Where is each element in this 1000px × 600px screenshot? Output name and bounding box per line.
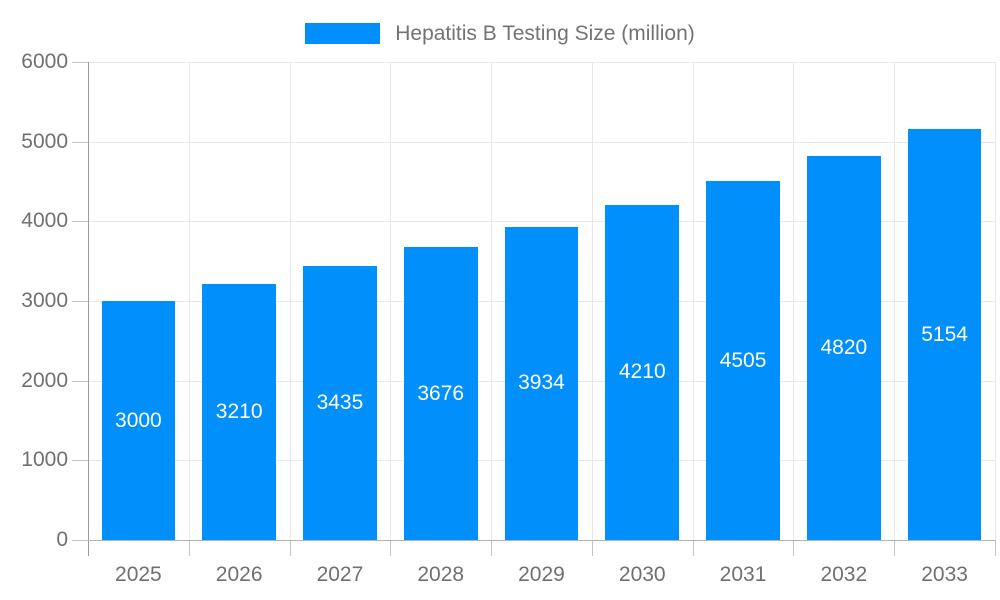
gridline-horizontal: [88, 62, 995, 63]
bar-2033[interactable]: [907, 129, 982, 540]
bar-2028[interactable]: [403, 247, 478, 540]
x-axis-tick: [289, 540, 291, 556]
x-axis-label: 2031: [719, 563, 767, 586]
y-axis-tick: [72, 540, 88, 541]
gridline-vertical: [591, 62, 593, 540]
bar-value-label: 3435: [316, 391, 364, 415]
x-axis-label: 2030: [618, 563, 666, 586]
legend-label: Hepatitis B Testing Size (million): [395, 21, 695, 45]
y-axis-tick: [72, 460, 88, 462]
x-axis-tick: [995, 540, 996, 556]
bar-value-label: 3676: [417, 381, 465, 405]
y-axis-tick: [72, 141, 88, 143]
bar-value-label: 4505: [719, 348, 767, 372]
x-axis-tick: [491, 540, 493, 556]
y-axis-label: 1000: [21, 448, 68, 472]
x-axis-line: [88, 540, 995, 541]
bar-2032[interactable]: [807, 156, 881, 540]
bar-2031[interactable]: [706, 181, 780, 540]
gridline-vertical: [793, 62, 795, 540]
gridline-vertical: [894, 62, 896, 540]
gridline-vertical: [491, 62, 493, 540]
y-axis-tick: [72, 380, 88, 382]
x-axis-tick: [692, 540, 694, 556]
x-axis-tick: [390, 540, 392, 556]
y-axis-tick: [72, 221, 88, 223]
x-axis-label: 2025: [115, 563, 162, 586]
x-axis-label: 2033: [921, 563, 968, 586]
bar-2029[interactable]: [504, 226, 579, 540]
x-axis-tick: [591, 540, 593, 556]
bar-value-label: 3000: [115, 408, 162, 432]
bar-value-label: 3210: [215, 400, 263, 424]
bar-2027[interactable]: [303, 266, 377, 540]
gridline-vertical: [188, 62, 190, 540]
bar-value-label: 3934: [518, 371, 565, 395]
gridline-vertical: [995, 62, 996, 540]
bar-2026[interactable]: [202, 284, 276, 540]
bar-2030[interactable]: [605, 204, 680, 540]
y-axis-line: [88, 62, 89, 556]
bar-value-label: 4210: [618, 360, 666, 384]
x-axis-label: 2029: [518, 563, 565, 586]
y-axis-label: 2000: [21, 368, 68, 392]
legend-item[interactable]: Hepatitis B Testing Size (million): [305, 21, 695, 45]
y-axis-label: 4000: [21, 209, 68, 233]
x-axis-label: 2028: [417, 563, 465, 586]
gridline-vertical: [390, 62, 392, 540]
y-axis-label: 6000: [21, 50, 68, 73]
bar-value-label: 5154: [921, 322, 968, 346]
gridline-vertical: [289, 62, 291, 540]
y-axis-label: 5000: [21, 129, 68, 153]
bar-2025[interactable]: [101, 301, 176, 540]
legend: Hepatitis B Testing Size (million): [0, 12, 1000, 54]
legend-marker-icon: [305, 22, 381, 44]
x-axis-tick: [188, 540, 190, 556]
y-axis-tick: [72, 301, 88, 302]
y-axis-tick: [72, 62, 88, 63]
gridline-horizontal: [88, 141, 995, 143]
y-axis-label: 3000: [21, 289, 68, 312]
x-axis-label: 2032: [820, 563, 868, 586]
x-axis-label: 2026: [215, 563, 263, 586]
gridline-vertical: [692, 62, 694, 540]
x-axis-tick: [793, 540, 795, 556]
x-axis-tick: [894, 540, 896, 556]
x-axis-label: 2027: [316, 563, 364, 586]
bar-value-label: 4820: [820, 336, 868, 359]
y-axis-label: 0: [56, 528, 68, 551]
gridline-horizontal: [88, 221, 995, 223]
